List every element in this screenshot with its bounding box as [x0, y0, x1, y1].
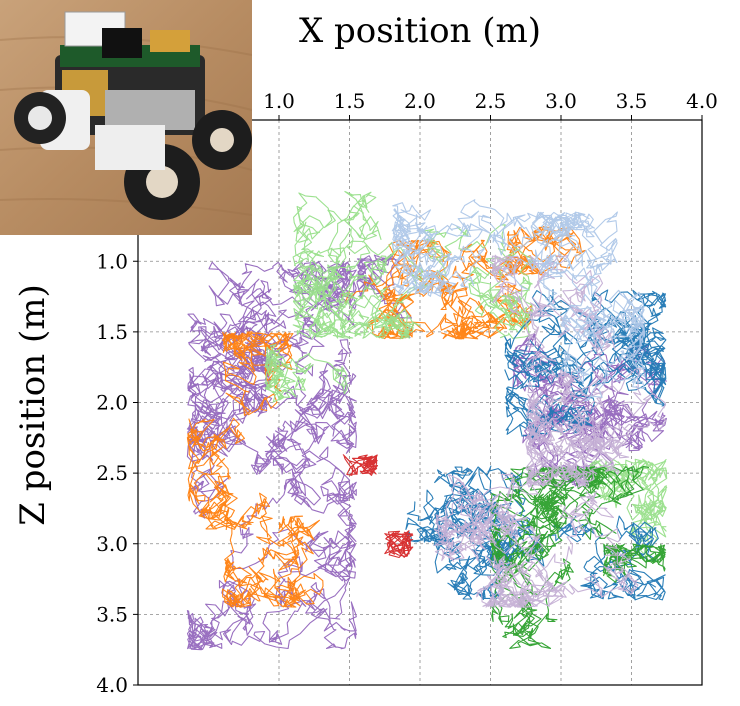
trajectory-series-2-segment [222, 331, 294, 416]
y-tick-label: 3.0 [96, 532, 128, 556]
y-tick-label: 4.0 [96, 673, 128, 697]
trajectory-series-8-segment [384, 530, 414, 559]
trajectory-series-3-segment [292, 190, 534, 340]
trajectory-series-1-segment [186, 261, 358, 651]
x-tick-label: 3.5 [616, 89, 648, 113]
x-tick-label: 1.5 [334, 89, 366, 113]
robot-illustration [0, 0, 252, 235]
trajectory-series-2-segment [341, 239, 533, 340]
trajectory-series [186, 190, 668, 651]
y-tick-label: 2.5 [96, 461, 128, 485]
y-tick-label: 2.0 [96, 391, 128, 415]
trajectory-series-5-segment [602, 543, 667, 584]
trajectory-series-4-segment [504, 289, 667, 439]
x-axis-title: X position (m) [299, 11, 541, 51]
trajectory-series-6-segment [433, 473, 639, 608]
trajectory-series-7-segment [391, 199, 513, 298]
x-tick-label: 2.5 [475, 89, 507, 113]
trajectory-series-7-segment [487, 211, 618, 311]
x-tick-label: 4.0 [686, 89, 718, 113]
y-tick-label: 1.0 [96, 249, 128, 273]
x-tick-labels: 1.0 1.5 2.0 2.5 3.0 3.5 4.0 [263, 89, 718, 120]
x-tick-label: 2.0 [404, 89, 436, 113]
x-tick-label: 1.0 [263, 89, 295, 113]
y-tick-label: 3.5 [96, 602, 128, 626]
trajectory-series-3-segment [264, 344, 348, 403]
trajectory-series-7-segment [560, 289, 646, 402]
trajectory-series-2-segment [222, 515, 324, 608]
trajectory-series-6-segment [525, 297, 667, 488]
trajectory-series-8-segment [342, 454, 379, 476]
x-tick-label: 3.0 [545, 89, 577, 113]
robot-photo [0, 0, 252, 235]
y-tick-label: 1.5 [96, 320, 128, 344]
y-tick-labels: 1.0 1.5 2.0 2.5 3.0 3.5 4.0 [96, 249, 138, 697]
y-axis-title: Z position (m) [13, 284, 53, 525]
